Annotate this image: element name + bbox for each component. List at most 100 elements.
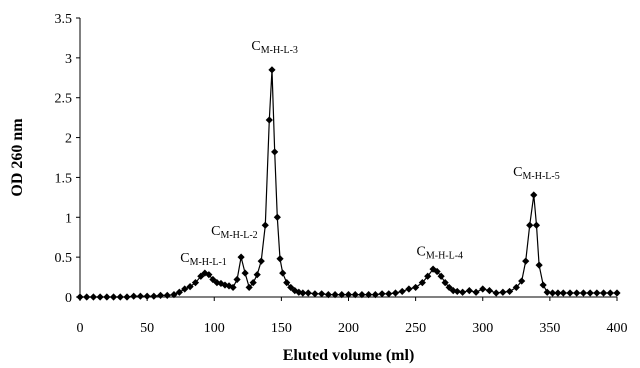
y-tick-label: 1.5: [55, 171, 73, 186]
data-point: [265, 116, 273, 124]
data-point: [543, 288, 551, 296]
data-point: [109, 293, 118, 301]
data-point: [437, 272, 445, 280]
peak-label-main: C: [417, 245, 426, 260]
peak-label-sub: M-H-L-1: [190, 257, 227, 268]
peak-label-sub: M-H-L-4: [426, 251, 463, 262]
data-point: [83, 293, 91, 301]
data-point: [465, 287, 473, 295]
data-point: [599, 289, 608, 297]
data-point: [526, 221, 534, 229]
data-point: [358, 291, 366, 299]
data-point: [398, 287, 406, 296]
data-point: [424, 272, 432, 280]
series-layer: [76, 66, 621, 301]
series-line: [80, 69, 617, 298]
y-tick-label: 2.5: [55, 92, 73, 107]
data-point: [499, 288, 507, 296]
data-point: [311, 290, 319, 298]
data-point: [445, 283, 453, 292]
data-point: [378, 290, 386, 298]
data-point: [441, 279, 449, 287]
x-tick-label: 300: [472, 321, 493, 336]
data-point: [506, 287, 514, 296]
data-point: [170, 291, 178, 299]
data-point: [287, 283, 295, 292]
peak-label-main: C: [180, 251, 189, 266]
data-point: [371, 291, 379, 299]
data-point: [299, 289, 307, 297]
data-point: [304, 289, 312, 297]
data-point: [229, 283, 237, 292]
x-axis-label: Eluted volume (ml): [283, 347, 415, 364]
data-point: [130, 292, 138, 300]
data-point: [554, 289, 562, 297]
y-tick-label: 0.5: [55, 251, 73, 266]
data-point: [150, 292, 158, 300]
data-point: [573, 289, 581, 297]
x-tick-label: 250: [405, 321, 426, 336]
data-point: [209, 275, 217, 284]
peak-label: CM-H-L-5: [513, 165, 560, 182]
data-point: [76, 293, 84, 301]
x-tick-label: 200: [338, 321, 359, 336]
data-point: [181, 285, 189, 293]
data-point: [559, 289, 567, 297]
y-tick-label: 0: [65, 291, 72, 306]
axes: 0 0.5 1 1.5 2 2.5 3 3.5 0 50 100 150 200 250 300 350 400: [55, 12, 628, 336]
peak-label: CM-H-L-2: [211, 224, 258, 241]
data-point: [586, 289, 594, 297]
peak-label-sub: M-H-L-2: [220, 230, 257, 241]
peak-label: CM-H-L-4: [417, 245, 464, 262]
data-point: [136, 292, 145, 300]
data-point: [89, 293, 98, 301]
data-point: [283, 279, 291, 287]
data-point: [186, 283, 194, 291]
x-tick-label: 100: [204, 321, 225, 336]
y-tick-label: 2: [65, 132, 72, 147]
data-point: [217, 279, 225, 288]
data-point: [163, 291, 171, 300]
data-point: [143, 292, 151, 300]
peak-label-main: C: [211, 224, 220, 239]
data-point: [530, 191, 538, 199]
data-point: [205, 271, 213, 279]
y-axis-label: OD 260 nm: [9, 118, 26, 197]
data-point: [485, 287, 494, 295]
data-point: [237, 253, 245, 261]
data-point: [479, 285, 487, 293]
data-point: [351, 291, 359, 299]
data-point: [318, 290, 326, 298]
data-point: [412, 283, 420, 292]
y-tick-label: 1: [65, 211, 72, 226]
data-point: [613, 289, 621, 297]
data-point: [156, 291, 165, 300]
data-point: [532, 221, 541, 229]
data-point: [241, 269, 249, 277]
data-point: [472, 288, 480, 296]
data-point: [276, 255, 284, 263]
data-point: [233, 275, 241, 284]
data-point: [245, 283, 253, 292]
y-tick-label: 3: [65, 52, 72, 67]
data-point: [522, 257, 530, 265]
data-point: [385, 290, 393, 298]
data-point: [429, 265, 437, 273]
data-point: [433, 267, 441, 276]
data-point: [405, 285, 413, 293]
data-point: [453, 287, 461, 296]
data-point: [225, 282, 233, 290]
data-point: [579, 289, 588, 297]
data-point: [253, 271, 261, 279]
peak-label: CM-H-L-1: [180, 251, 227, 268]
data-point: [324, 291, 332, 299]
data-point: [344, 291, 353, 299]
peak-label-main: C: [513, 165, 522, 180]
peak-label-main: C: [251, 39, 260, 54]
x-tick-label: 0: [77, 321, 84, 336]
data-point: [535, 261, 543, 269]
data-point: [123, 293, 131, 301]
data-point: [338, 291, 346, 299]
data-point: [268, 66, 276, 74]
data-point: [221, 281, 229, 289]
